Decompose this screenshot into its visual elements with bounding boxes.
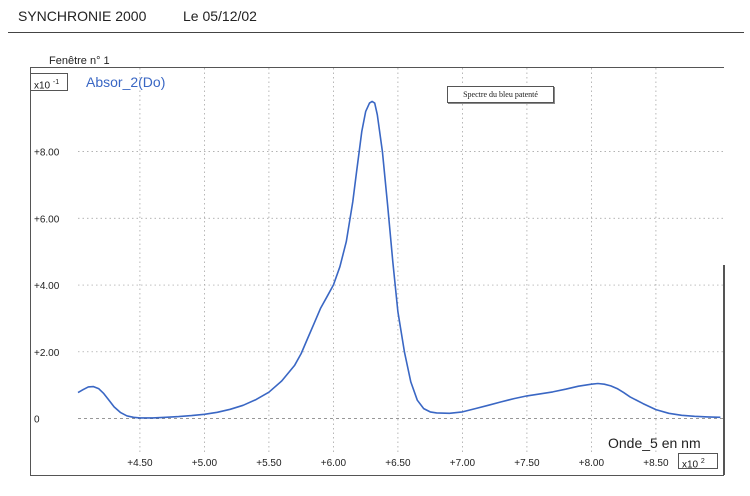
series-line-absor: [77, 100, 721, 419]
y-tick-label: +2.00: [34, 348, 60, 359]
plot-frame-top: [30, 67, 724, 68]
x-axis-label: Onde_5 en nm: [608, 435, 701, 451]
x-tick-label: +4.50: [127, 458, 153, 469]
y-tick-label: 0: [34, 415, 40, 426]
y-tick-label: +6.00: [34, 214, 60, 225]
plot-frame-right: [723, 265, 725, 475]
app-title: SYNCHRONIE 2000: [18, 8, 147, 24]
x-tick-label: +8.50: [643, 458, 669, 469]
x-tick-label: +5.50: [256, 458, 282, 469]
y-exponent-box: x10 -1: [30, 73, 68, 91]
header-divider: [8, 32, 744, 33]
plot-frame-left: [30, 67, 31, 475]
plot-frame-bottom: [30, 475, 724, 476]
x-tick-label: +7.00: [450, 458, 476, 469]
x-tick-label: +6.50: [385, 458, 411, 469]
print-date: Le 05/12/02: [183, 8, 257, 24]
tick-labels: +4.50 +5.00 +5.50 +6.00 +6.50 +7.00 +7.50 +8.00…: [34, 147, 669, 469]
series-name-label: Absor_2(Do): [86, 74, 166, 90]
annotation-box: Spectre du bleu patenté: [447, 86, 554, 103]
y-tick-label: +8.00: [34, 147, 60, 158]
x-tick-label: +7.50: [514, 458, 540, 469]
grid: [78, 68, 723, 452]
y-tick-label: +4.00: [34, 281, 60, 292]
x-exponent-box: x10 2: [678, 453, 718, 470]
x-tick-label: +5.00: [192, 458, 218, 469]
x-tick-label: +6.00: [321, 458, 347, 469]
x-tick-label: +8.00: [579, 458, 605, 469]
window-title: Fenêtre n° 1: [49, 55, 110, 67]
